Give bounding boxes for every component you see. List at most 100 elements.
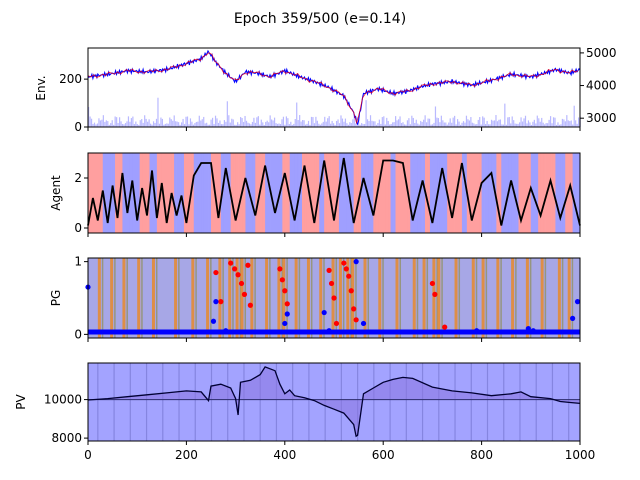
agent-band — [385, 153, 389, 233]
volume-bar — [99, 120, 102, 127]
volume-bar — [439, 122, 441, 127]
agent-band — [321, 153, 325, 233]
agent-panel: Agent 02 — [49, 152, 581, 235]
volume-bar — [138, 124, 140, 127]
volume-bar — [211, 117, 214, 127]
pg-high-point — [429, 280, 435, 287]
volume-bar — [395, 116, 397, 127]
agent-band — [260, 153, 264, 233]
pg-band-dark — [367, 258, 370, 338]
pg-band — [110, 258, 114, 338]
volume-bar — [253, 117, 255, 127]
volume-bar — [127, 116, 130, 127]
pg-low-point — [326, 328, 332, 334]
agent-band — [383, 153, 387, 233]
volume-bar — [352, 119, 354, 127]
volume-bar — [558, 124, 561, 127]
pg-band — [432, 258, 436, 338]
agent-band — [348, 153, 352, 233]
volume-bar — [375, 124, 378, 127]
agent-band — [164, 153, 168, 233]
volume-bar — [302, 120, 304, 127]
agent-band — [378, 153, 382, 233]
pg-band — [122, 258, 126, 338]
xtick-label: 400 — [273, 448, 296, 462]
agent-band — [97, 153, 101, 233]
volume-bar — [93, 122, 96, 127]
agent-band — [469, 153, 473, 233]
pg-band-dark — [239, 258, 242, 338]
volume-bar — [555, 124, 558, 127]
agent-band — [107, 153, 111, 233]
volume-bar — [235, 124, 237, 127]
agent-band — [134, 153, 138, 233]
volume-bar — [434, 106, 437, 127]
volume-bar — [291, 124, 293, 127]
pg-high-point — [343, 266, 349, 272]
agent-band — [282, 153, 286, 233]
volume-bar — [428, 118, 431, 127]
pg-band — [496, 258, 500, 338]
volume-bar — [238, 124, 240, 127]
volume-bar — [129, 121, 131, 127]
volume-bar — [285, 116, 287, 127]
volume-bar — [148, 119, 150, 127]
volume-bar — [163, 124, 165, 127]
volume-bar — [266, 120, 268, 127]
pg-band-dark — [416, 258, 419, 338]
volume-bar — [374, 121, 376, 127]
volume-bar — [477, 119, 479, 127]
volume-bar — [454, 115, 456, 127]
volume-bar — [517, 123, 519, 127]
pg-band-dark — [323, 258, 325, 338]
agent-band — [373, 153, 377, 233]
pg-high-point — [277, 266, 283, 272]
pg-points — [85, 259, 581, 334]
volume-bar — [197, 121, 199, 127]
agent-band — [274, 153, 278, 233]
agent-band — [215, 153, 219, 233]
agent-band — [176, 153, 180, 233]
volume-bar — [440, 115, 442, 127]
agent-band — [174, 153, 177, 233]
env-panel: Env. 0 200 3000 4000 5000 — [34, 46, 617, 134]
volume-bar — [297, 120, 299, 127]
volume-bar — [340, 115, 342, 127]
volume-bar — [321, 123, 323, 127]
volume-bar — [502, 124, 504, 127]
agent-band — [390, 153, 394, 233]
agent-band — [481, 153, 485, 233]
volume-bar — [144, 115, 146, 127]
agent-band — [395, 153, 399, 233]
volume-bar — [403, 124, 406, 127]
pg-band — [557, 258, 561, 338]
pg-band-dark — [355, 258, 357, 338]
volume-bar — [386, 117, 388, 127]
volume-bar — [155, 118, 158, 127]
volume-bar — [204, 123, 206, 127]
agent-band — [92, 153, 96, 233]
volume-bar — [259, 124, 261, 127]
pg-low-point — [360, 320, 367, 327]
volume-bar — [322, 121, 324, 127]
pg-frame — [87, 257, 581, 339]
pg-band-dark — [195, 258, 197, 338]
volume-bar — [465, 115, 468, 127]
agent-band — [479, 153, 482, 233]
agent-band — [437, 153, 441, 233]
agent-band — [179, 153, 182, 233]
agent-band — [400, 153, 404, 233]
volume-bar — [232, 119, 234, 127]
volume-bar — [415, 119, 417, 127]
volume-bar — [206, 122, 208, 127]
volume-bar — [471, 122, 473, 127]
agent-band — [238, 153, 241, 233]
agent-band — [471, 153, 475, 233]
pg-band-dark — [515, 258, 517, 338]
volume-bar — [154, 122, 156, 127]
agent-band — [432, 153, 436, 233]
pg-high-point — [245, 262, 251, 268]
agent-band — [353, 153, 357, 233]
agent-band — [292, 153, 296, 233]
pg-high-point — [348, 288, 354, 294]
